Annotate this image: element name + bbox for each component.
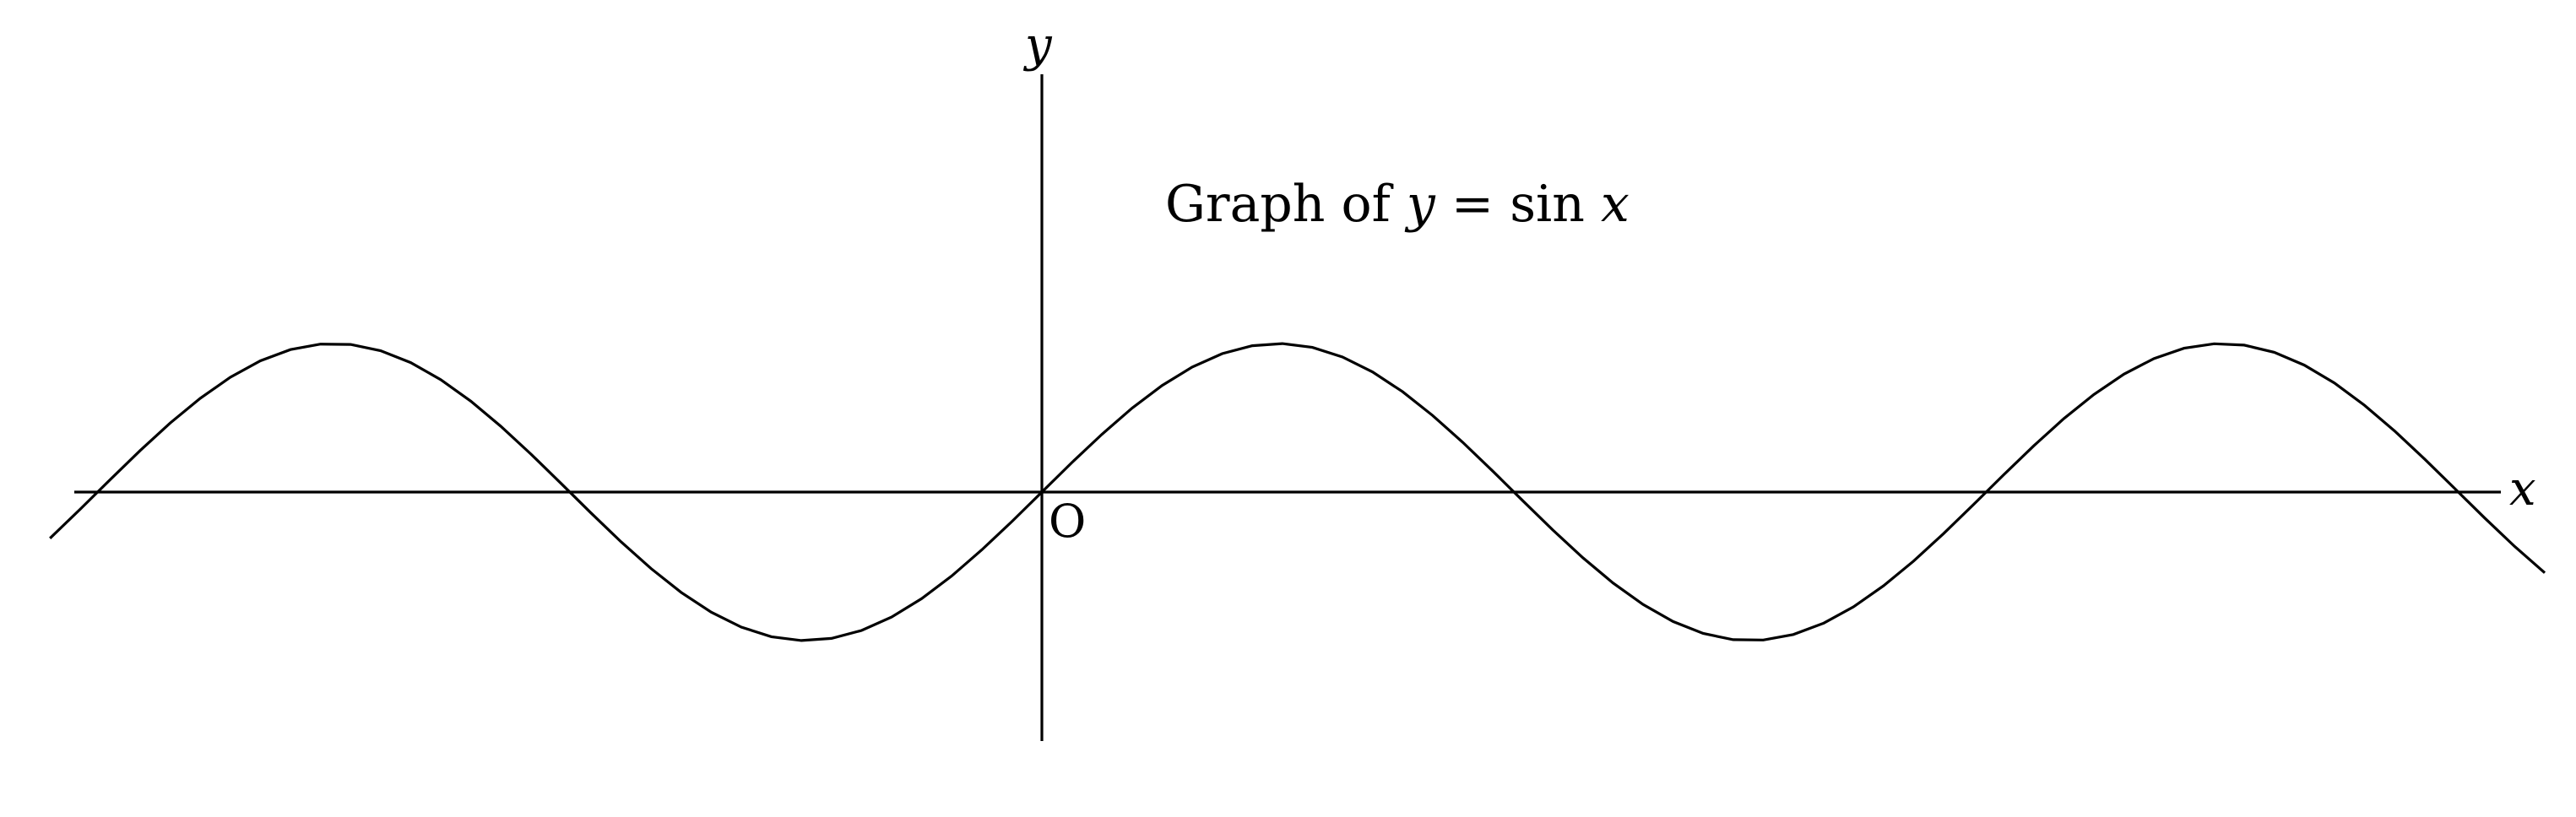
title-var-y: y [1404, 175, 1436, 234]
y-axis-label: y [1022, 18, 1053, 73]
title-var-x: x [1601, 175, 1630, 234]
chart-title: Graph of y = sin x [1165, 175, 1630, 234]
origin-label: O [1049, 495, 1086, 548]
title-prefix: Graph of [1165, 175, 1407, 234]
x-axis-label: x [2509, 462, 2536, 517]
sine-curve [49, 342, 2546, 642]
title-equals: = sin [1435, 175, 1601, 234]
